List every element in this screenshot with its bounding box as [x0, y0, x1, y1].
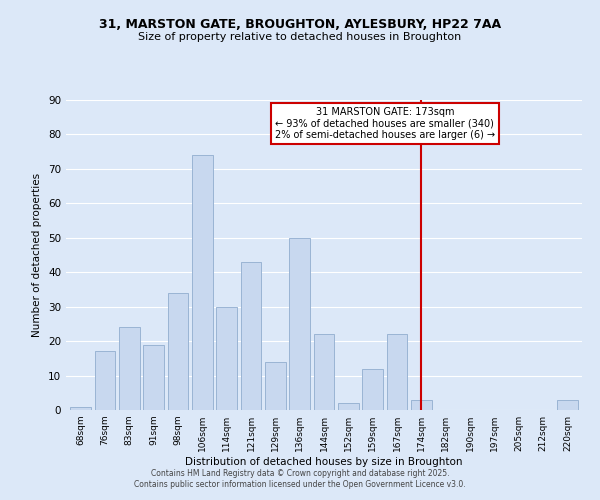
- Text: Contains public sector information licensed under the Open Government Licence v3: Contains public sector information licen…: [134, 480, 466, 489]
- Bar: [411, 400, 432, 410]
- Text: 31 MARSTON GATE: 173sqm
← 93% of detached houses are smaller (340)
2% of semi-de: 31 MARSTON GATE: 173sqm ← 93% of detache…: [275, 107, 495, 140]
- Bar: [289, 238, 310, 410]
- Bar: [143, 344, 164, 410]
- Text: Contains HM Land Registry data © Crown copyright and database right 2025.: Contains HM Land Registry data © Crown c…: [151, 468, 449, 477]
- Bar: [216, 306, 237, 410]
- Y-axis label: Number of detached properties: Number of detached properties: [32, 173, 43, 337]
- Bar: [362, 368, 383, 410]
- Bar: [70, 406, 91, 410]
- Bar: [192, 155, 212, 410]
- X-axis label: Distribution of detached houses by size in Broughton: Distribution of detached houses by size …: [185, 457, 463, 467]
- Bar: [167, 293, 188, 410]
- Bar: [241, 262, 262, 410]
- Bar: [386, 334, 407, 410]
- Bar: [314, 334, 334, 410]
- Bar: [557, 400, 578, 410]
- Text: 31, MARSTON GATE, BROUGHTON, AYLESBURY, HP22 7AA: 31, MARSTON GATE, BROUGHTON, AYLESBURY, …: [99, 18, 501, 30]
- Bar: [265, 362, 286, 410]
- Bar: [95, 352, 115, 410]
- Bar: [119, 328, 140, 410]
- Bar: [338, 403, 359, 410]
- Text: Size of property relative to detached houses in Broughton: Size of property relative to detached ho…: [139, 32, 461, 42]
